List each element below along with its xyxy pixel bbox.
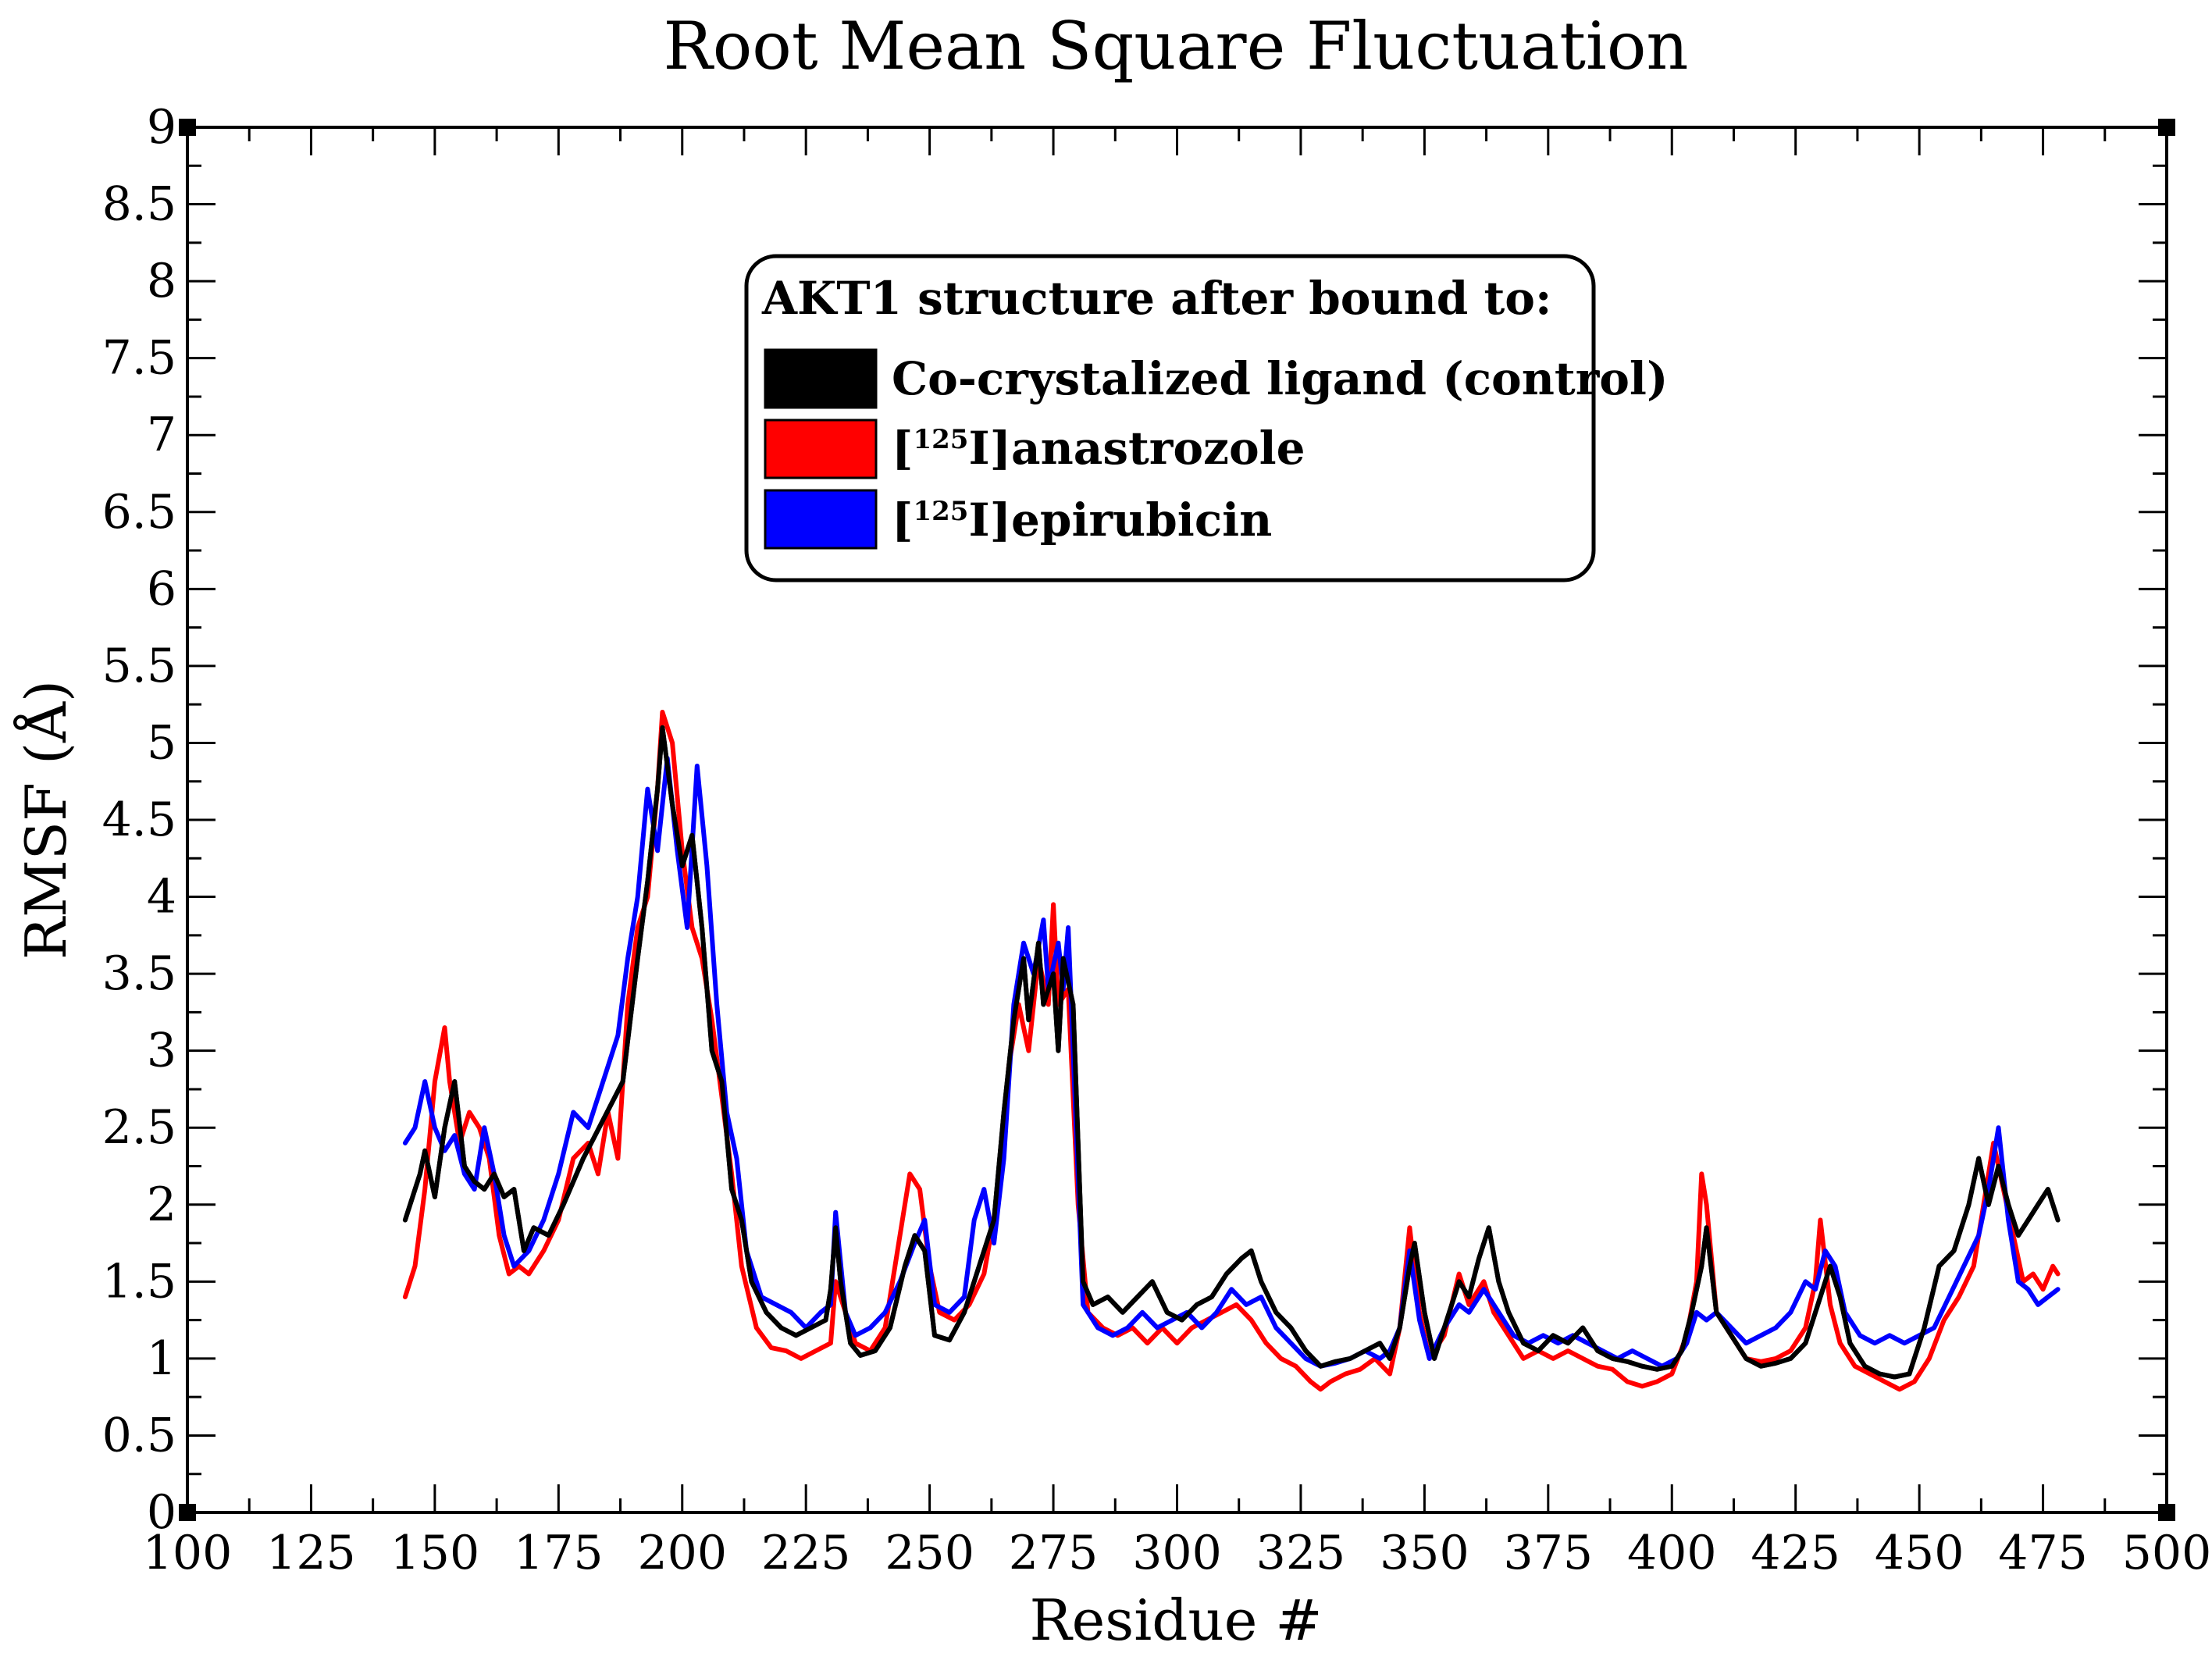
y-tick-label: 7.5: [102, 331, 176, 386]
x-tick-label: 150: [390, 1526, 480, 1580]
y-tick-label: 0.5: [102, 1408, 176, 1462]
y-tick-label: 8: [147, 254, 176, 308]
x-tick-label: 325: [1256, 1526, 1346, 1580]
legend-box: [744, 254, 1596, 582]
y-tick-label: 6.5: [102, 485, 176, 540]
y-tick-label: 2.5: [102, 1100, 176, 1155]
x-axis-tick-labels: 100 125 150 175 200 225 250 275 300 325 350 375 400 4…: [143, 1526, 2212, 1580]
x-axis-title: Residue #: [1029, 1587, 1322, 1653]
legend-label-anastrozole: [125I]anastrozole: [892, 422, 1305, 475]
y-tick-label: 4: [147, 870, 176, 924]
x-tick-label: 425: [1751, 1526, 1840, 1580]
y-tick-label: 5: [147, 715, 176, 770]
x-tick-label: 475: [1998, 1526, 2088, 1580]
legend-swatch-epirubicin: [764, 489, 878, 550]
x-tick-label: 100: [143, 1526, 233, 1580]
legend: AKT1 structure after bound to: Co-crysta…: [744, 254, 1668, 582]
x-tick-label: 500: [2122, 1526, 2212, 1580]
x-tick-label: 200: [637, 1526, 727, 1580]
y-tick-label: 3: [147, 1024, 176, 1078]
legend-label-control: Co-crystalized ligand (control): [892, 352, 1668, 405]
chart-title: Root Mean Square Fluctuation: [663, 8, 1688, 84]
y-tick-label: 6: [147, 561, 176, 616]
plot-frame: [186, 126, 2168, 1514]
y-tick-label: 9: [147, 100, 176, 155]
axis-ticks: [186, 126, 2168, 1514]
x-tick-label: 450: [1875, 1526, 1964, 1580]
series-layer: [402, 710, 2061, 1392]
frame-corner-marker: [2158, 1504, 2175, 1521]
legend-title: AKT1 structure after bound to:: [761, 272, 1551, 325]
y-tick-label: 5.5: [102, 639, 176, 693]
legend-swatch-control: [764, 348, 878, 409]
y-tick-label: 3.5: [102, 946, 176, 1001]
y-tick-label: 0: [147, 1485, 176, 1540]
frame-corner-marker: [179, 119, 196, 136]
y-tick-label: 7: [147, 408, 176, 462]
y-axis-tick-labels: 0 0.5 1 1.5 2 2.5 3 3.5 4 4.5 5 5.5 6 6.5 7 7.5 8 8.5 9: [102, 100, 176, 1540]
frame-corner-marker: [2158, 119, 2175, 136]
legend-swatch-anastrozole: [764, 419, 878, 479]
x-tick-label: 125: [266, 1526, 356, 1580]
frame-corner-marker: [179, 1504, 196, 1521]
x-tick-label: 400: [1627, 1526, 1717, 1580]
y-tick-label: 1.5: [102, 1254, 176, 1309]
x-tick-label: 225: [761, 1526, 851, 1580]
x-tick-label: 350: [1380, 1526, 1469, 1580]
x-tick-label: 275: [1009, 1526, 1099, 1580]
y-tick-label: 2: [147, 1177, 176, 1232]
x-tick-label: 375: [1504, 1526, 1594, 1580]
y-axis-title: RMSF (Å): [12, 680, 79, 960]
x-tick-label: 175: [514, 1526, 604, 1580]
y-tick-label: 1: [147, 1331, 176, 1386]
legend-label-epirubicin: [125I]epirubicin: [892, 493, 1272, 547]
y-tick-label: 4.5: [102, 793, 176, 847]
x-tick-label: 250: [885, 1526, 974, 1580]
series-line-2: [402, 756, 2061, 1369]
series-line-control-overlay: [402, 725, 2061, 1380]
y-tick-label: 8.5: [102, 177, 176, 232]
x-tick-label: 300: [1132, 1526, 1222, 1580]
